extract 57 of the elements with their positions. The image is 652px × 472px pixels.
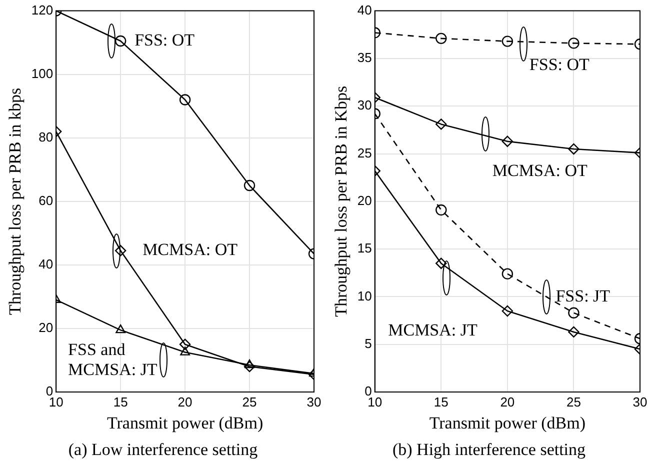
point bbox=[114, 35, 126, 47]
y-tick-label: 80 bbox=[38, 129, 54, 144]
y-tick-label: 0 bbox=[364, 384, 372, 399]
point bbox=[568, 326, 580, 338]
point bbox=[436, 118, 447, 130]
point bbox=[502, 305, 514, 317]
y-tick-label: 30 bbox=[357, 98, 372, 113]
point bbox=[568, 38, 580, 49]
annotation: MCMSA: OT bbox=[142, 240, 238, 260]
x-tick-label: 15 bbox=[434, 394, 448, 410]
y-tick-label: 35 bbox=[357, 50, 372, 66]
annotation: FSS: OT bbox=[134, 30, 196, 50]
x-axis-title: Transmit power (dBm) bbox=[429, 413, 586, 432]
x-tick-label: 25 bbox=[566, 394, 581, 410]
annotation: MCMSA: OT bbox=[492, 160, 588, 180]
point bbox=[502, 36, 514, 47]
point bbox=[568, 307, 580, 318]
y-tick-label: 120 bbox=[31, 2, 54, 18]
y-axis-title: Throughput loss per PRB in Kbps bbox=[332, 86, 351, 317]
y-tick-label: 100 bbox=[31, 66, 54, 81]
point bbox=[436, 258, 447, 269]
annotation: FSS: OT bbox=[529, 54, 590, 74]
point bbox=[502, 136, 514, 147]
x-tick-label: 15 bbox=[113, 394, 128, 410]
text: (a) Low interference setting bbox=[67, 440, 259, 460]
x-tick-label: 30 bbox=[632, 394, 648, 410]
point bbox=[180, 346, 190, 356]
text: (b) High interference setting bbox=[391, 440, 587, 460]
point bbox=[568, 143, 580, 155]
y-tick-label: 20 bbox=[357, 192, 372, 208]
y-tick-label: 5 bbox=[364, 336, 372, 351]
y-axis-title: Throughput loss per PRB in kbps bbox=[6, 88, 25, 315]
x-tick-label: 25 bbox=[242, 394, 257, 410]
annotation: FSS and MCMSA: JT bbox=[68, 340, 158, 379]
point bbox=[436, 204, 447, 216]
point bbox=[116, 324, 126, 334]
x-tick-label: 20 bbox=[178, 394, 192, 410]
y-tick-label: 40 bbox=[38, 256, 54, 272]
y-tick-label: 20 bbox=[38, 320, 54, 336]
point bbox=[436, 32, 447, 44]
y-tick-label: 25 bbox=[357, 145, 372, 160]
point bbox=[244, 180, 256, 192]
point bbox=[244, 360, 256, 372]
point bbox=[179, 338, 191, 350]
y-tick-label: 40 bbox=[357, 2, 372, 18]
point bbox=[114, 245, 126, 256]
point bbox=[244, 359, 254, 368]
point bbox=[502, 268, 514, 280]
annotation: MCMSA: JT bbox=[388, 320, 478, 340]
x-tick-label: 20 bbox=[500, 394, 515, 410]
y-tick-label: 15 bbox=[357, 240, 372, 256]
x-axis-title: Transmit power (dBm) bbox=[106, 413, 264, 432]
y-tick-label: 10 bbox=[357, 288, 372, 304]
y-tick-label: 60 bbox=[38, 192, 54, 208]
point bbox=[179, 94, 191, 106]
annotation: FSS: JT bbox=[556, 286, 611, 306]
x-tick-label: 30 bbox=[306, 394, 322, 410]
